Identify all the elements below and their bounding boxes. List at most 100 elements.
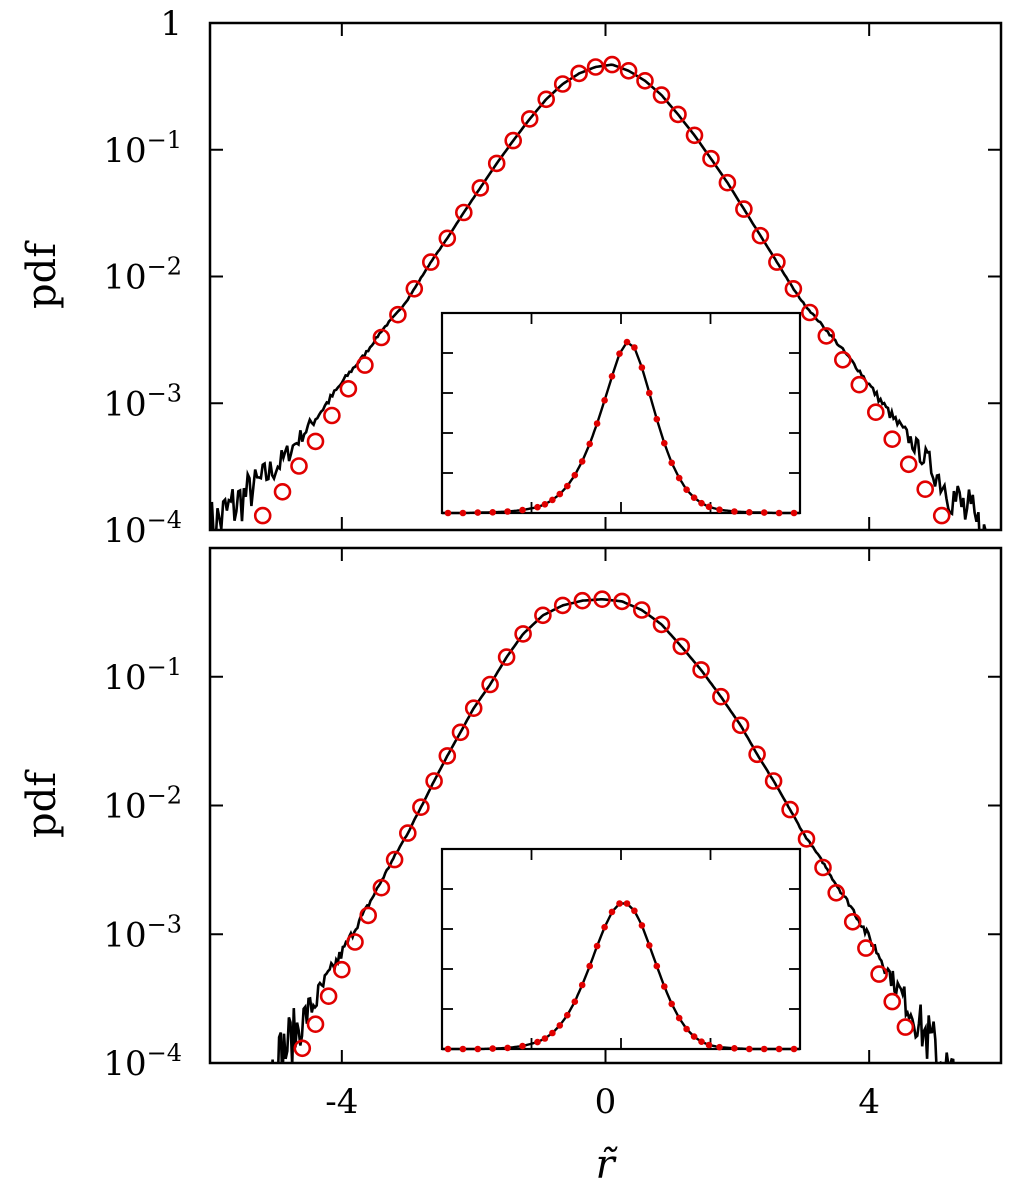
model-point: [398, 824, 417, 842]
model-point: [702, 149, 720, 168]
inset-model-point: [601, 397, 608, 404]
inset-model-point: [549, 1029, 556, 1037]
inset-model-point: [556, 490, 564, 498]
inset-model-point: [519, 1042, 526, 1050]
inset-plot: [440, 847, 802, 1053]
model-point: [553, 596, 572, 615]
model-point: [253, 506, 272, 525]
model-point: [619, 62, 638, 80]
model-point: [833, 350, 852, 369]
inset-model-point: [638, 922, 646, 929]
y-tick-label: 1: [160, 4, 182, 44]
model-point: [857, 939, 875, 957]
inset-model-point: [668, 1000, 675, 1008]
inset-model-point: [444, 509, 452, 517]
model-point: [632, 601, 651, 619]
y-tick-label: 10−1: [103, 653, 182, 698]
inset-model-point: [698, 1038, 705, 1045]
model-point: [692, 661, 710, 679]
model-point: [899, 455, 918, 474]
model-point: [421, 253, 440, 271]
model-point: [451, 723, 470, 742]
inset-model-point: [578, 981, 586, 989]
plot-area: [271, 590, 955, 1063]
inset-model-point: [790, 1045, 798, 1053]
plot-area: [210, 55, 987, 530]
model-point: [751, 226, 770, 245]
model-point: [356, 356, 374, 374]
inset-model-point: [698, 499, 705, 507]
model-point: [817, 327, 836, 345]
inset-model-point: [474, 509, 482, 516]
inset-model-point: [775, 1045, 783, 1053]
model-point: [781, 800, 799, 819]
inset-model-point: [534, 1038, 541, 1046]
model-point: [319, 987, 338, 1006]
inset-model-point: [775, 509, 783, 517]
model-point: [613, 592, 631, 611]
model-point: [850, 375, 869, 394]
inset-model-point: [623, 338, 631, 346]
inset-model-point: [616, 900, 623, 907]
model-point: [290, 457, 308, 475]
model-point: [464, 699, 483, 718]
inset-model-point: [716, 506, 723, 513]
model-point: [487, 154, 506, 173]
inset-model-point: [459, 509, 467, 517]
inset-model-point: [504, 508, 511, 515]
inset-model-point: [790, 509, 798, 517]
model-point: [586, 58, 605, 76]
model-point: [603, 55, 621, 74]
y-tick-label: 10−1: [103, 126, 182, 171]
x-tick-label: -4: [325, 1082, 358, 1122]
inset-plot: [440, 311, 802, 517]
inset-model-point: [556, 1022, 564, 1029]
empirical-pdf-line: [271, 598, 955, 1063]
inset-model-point: [638, 364, 646, 371]
inset-model-point: [489, 509, 497, 516]
model-point: [412, 798, 430, 817]
y-axis-title-top: pdf: [19, 240, 65, 309]
inset-model-point: [760, 509, 768, 516]
model-point: [764, 772, 783, 790]
inset-model-point: [705, 1041, 713, 1049]
inset-model-point: [504, 1044, 511, 1052]
inset-model-point: [683, 1025, 690, 1033]
inset-model-point: [586, 440, 593, 448]
inset-model-point: [549, 496, 556, 504]
inset-model-point: [716, 1043, 723, 1051]
y-axis-title-bottom: pdf: [19, 769, 65, 838]
y-tick-label: 10−3: [103, 910, 182, 955]
inset-model-point: [731, 1045, 738, 1052]
model-point: [652, 615, 671, 634]
model-point: [896, 1018, 915, 1036]
model-point: [672, 637, 691, 656]
inset-model-point: [623, 900, 631, 907]
model-point: [504, 131, 523, 150]
inset-model-point: [690, 1033, 698, 1040]
model-point: [471, 179, 490, 197]
inset-model-point: [631, 907, 638, 915]
model-point: [827, 883, 846, 902]
inset-model-point: [690, 494, 698, 502]
model-point: [814, 858, 832, 877]
bottom-panel: -4 0 4 10−1 10−2 10−3 10−4: [103, 546, 1003, 1122]
model-point: [346, 933, 364, 951]
inset-model-point: [519, 506, 526, 514]
inset-model-point: [616, 350, 623, 358]
model-point: [497, 648, 516, 666]
inset-model-point: [534, 503, 541, 511]
inset-model-point: [746, 1045, 753, 1053]
inset-model-point: [653, 415, 661, 423]
inset-model-point: [489, 1045, 497, 1052]
model-point: [800, 303, 819, 322]
y-tick-label: 10−4: [103, 506, 182, 551]
x-axis-title: r̃: [595, 1142, 617, 1188]
model-point: [735, 200, 753, 218]
model-point: [372, 878, 391, 897]
model-point: [359, 906, 378, 925]
inset-model-point: [593, 942, 601, 950]
model-point: [731, 716, 750, 735]
model-point: [843, 912, 862, 931]
model-point: [520, 110, 539, 128]
